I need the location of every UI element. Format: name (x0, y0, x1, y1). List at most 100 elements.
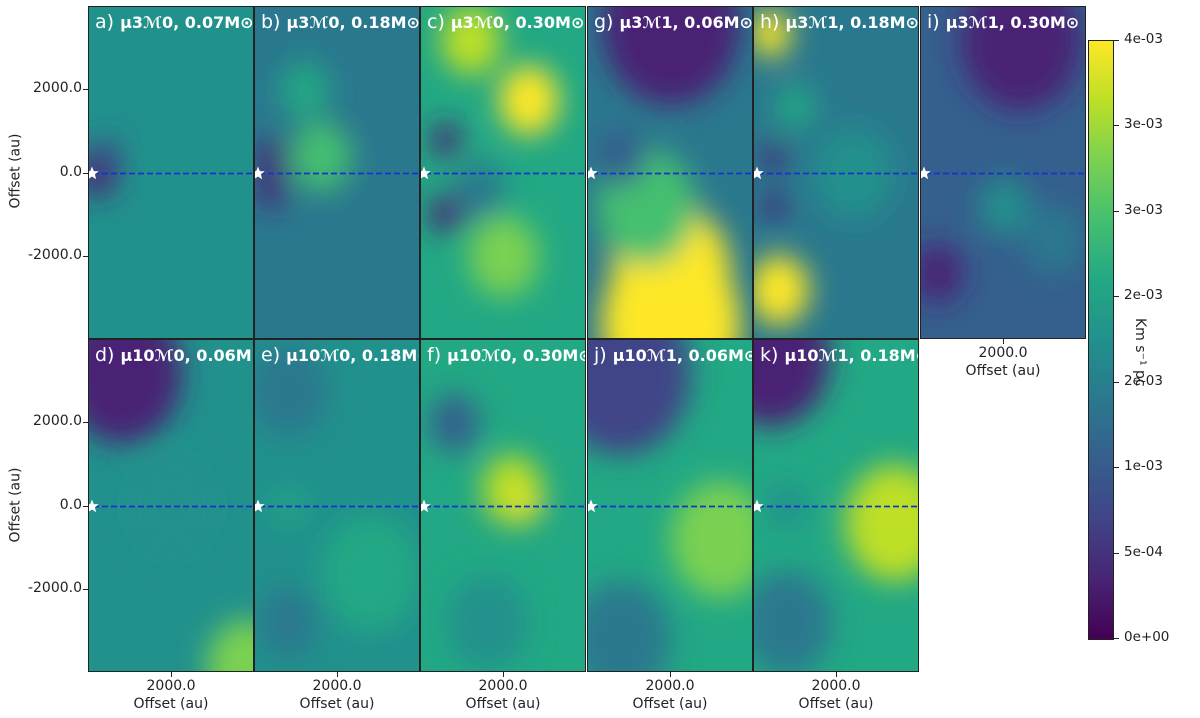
y-tick-mark (83, 422, 88, 424)
colorbar-tick-label: 2e-03 (1124, 287, 1163, 304)
colorbar-tick-mark (1114, 125, 1119, 127)
star-icon (255, 499, 265, 513)
panel-h-map (754, 7, 918, 338)
panel-g-label: μ3ℳ1, 0.06M⊙ (619, 13, 753, 32)
x-tick-label: 2000.0 (978, 345, 1028, 361)
colorbar-tick-label: 2e-03 (1124, 372, 1163, 389)
y-tick-label: 0.0 (59, 163, 82, 180)
colorbar-tick-label: 3e-03 (1124, 201, 1163, 218)
panel-k-feature (754, 340, 831, 427)
panel-h-title: h) μ3ℳ1, 0.18M⊙ (760, 11, 919, 33)
panel-k: k) μ10ℳ1, 0.18M⊙ (753, 339, 919, 672)
panel-d: d) μ10ℳ0, 0.06M⊙ (88, 339, 254, 672)
panel-c-feature (454, 161, 504, 220)
panel-g-map (588, 7, 752, 338)
panel-i-feature (921, 244, 963, 303)
panel-g-title: g) μ3ℳ1, 0.06M⊙ (594, 11, 753, 33)
panel-d-title: d) μ10ℳ0, 0.06M⊙ (95, 344, 253, 366)
panel-c-label: μ3ℳ0, 0.30M⊙ (450, 13, 585, 32)
colorbar-label: Km s⁻¹ pc (1132, 318, 1148, 387)
panel-h-letter: h) (760, 11, 786, 33)
panel-i-title: i) μ3ℳ1, 0.30M⊙ (927, 11, 1079, 33)
y-tick-label: 2000.0 (33, 413, 82, 430)
panel-b-feature (256, 172, 287, 208)
panel-c-map (421, 7, 585, 338)
x-tick-label: 2000.0 (312, 678, 362, 694)
panel-g-feature (601, 241, 741, 338)
panel-j-letter: j) (594, 344, 613, 366)
panel-f-label: μ10ℳ0, 0.30M⊙ (447, 346, 586, 365)
panel-e-label: μ10ℳ0, 0.18M⊙ (286, 346, 420, 365)
panel-e-feature (255, 343, 329, 437)
panel-g-feature (596, 127, 647, 186)
panel-d-feature (132, 459, 212, 554)
star-icon (255, 166, 265, 180)
panel-d-letter: d) (95, 344, 121, 366)
panel-b-title: b) μ3ℳ0, 0.18M⊙ (261, 11, 419, 33)
colorbar-tick-mark (1114, 210, 1119, 212)
panel-h: h) μ3ℳ1, 0.18M⊙ (753, 6, 919, 339)
panel-c-feature (499, 65, 559, 136)
panel-f-map (421, 340, 585, 671)
panel-c-feature (440, 7, 501, 76)
panel-c-feature (428, 193, 463, 234)
x-tick-label: 2000.0 (811, 678, 861, 694)
star-icon (421, 166, 431, 180)
panel-g: g) μ3ℳ1, 0.06M⊙ (587, 6, 753, 339)
y-tick-mark (83, 89, 88, 91)
y-tick-mark (83, 172, 88, 174)
panel-i-map (921, 7, 1085, 338)
colorbar-tick-label: 3e-03 (1124, 116, 1163, 133)
star-icon (89, 166, 99, 180)
x-axis-label: Offset (au) (798, 696, 874, 712)
y-tick-label: -2000.0 (27, 246, 82, 263)
x-axis-label: Offset (au) (465, 696, 541, 712)
colorbar-tick-mark (1114, 467, 1119, 469)
panel-i-feature (979, 177, 1029, 236)
panel-c-title: c) μ3ℳ0, 0.30M⊙ (427, 11, 584, 33)
panel-c-letter: c) (427, 11, 451, 33)
y-tick-label: -2000.0 (27, 579, 82, 596)
x-axis-label: Offset (au) (632, 696, 708, 712)
y-tick-mark (83, 505, 88, 507)
colorbar-tick-mark (1114, 552, 1119, 554)
panel-g-letter: g) (594, 11, 620, 33)
panel-h-feature (761, 142, 786, 171)
x-tick-mark (503, 672, 504, 677)
y-tick-label: 0.0 (59, 496, 82, 513)
panel-b-feature (291, 121, 352, 192)
panel-d-feature (206, 619, 253, 671)
panel-i: i) μ3ℳ1, 0.30M⊙ (920, 6, 1086, 339)
x-axis-label: Offset (au) (299, 696, 375, 712)
x-tick-label: 2000.0 (478, 678, 528, 694)
panel-i-letter: i) (927, 11, 946, 33)
colorbar-tick-label: 5e-04 (1124, 543, 1163, 560)
panel-h-label: μ3ℳ1, 0.18M⊙ (785, 13, 919, 32)
colorbar-tick-label: 1e-03 (1124, 458, 1163, 475)
panel-k-feature (845, 464, 918, 582)
panel-a-map (89, 7, 253, 338)
panel-b-map (255, 7, 419, 338)
panel-j-feature (588, 340, 691, 455)
panel-k-letter: k) (760, 344, 785, 366)
colorbar (1088, 40, 1114, 640)
panel-j-feature (671, 481, 752, 599)
panel-b: b) μ3ℳ0, 0.18M⊙ (254, 6, 420, 339)
panel-e-map (255, 340, 419, 671)
panel-e: e) μ10ℳ0, 0.18M⊙ (254, 339, 420, 672)
x-axis-label: Offset (au) (133, 696, 209, 712)
panel-a-letter: a) (95, 11, 121, 33)
star-icon (421, 499, 431, 513)
panel-d-feature (89, 340, 182, 444)
panel-a: a) μ3ℳ0, 0.07M⊙ (88, 6, 254, 339)
panel-c: c) μ3ℳ0, 0.30M⊙ (420, 6, 586, 339)
panel-f: f) μ10ℳ0, 0.30M⊙ (420, 339, 586, 672)
colorbar-tick-label: 4e-03 (1124, 31, 1163, 47)
x-tick-mark (171, 672, 172, 677)
panel-a-feature (90, 139, 121, 175)
panel-e-title: e) μ10ℳ0, 0.18M⊙ (261, 344, 420, 366)
x-tick-label: 2000.0 (146, 678, 196, 694)
panel-i-feature (1023, 205, 1084, 276)
panel-e-feature (321, 514, 419, 632)
panel-b-letter: b) (261, 11, 287, 33)
